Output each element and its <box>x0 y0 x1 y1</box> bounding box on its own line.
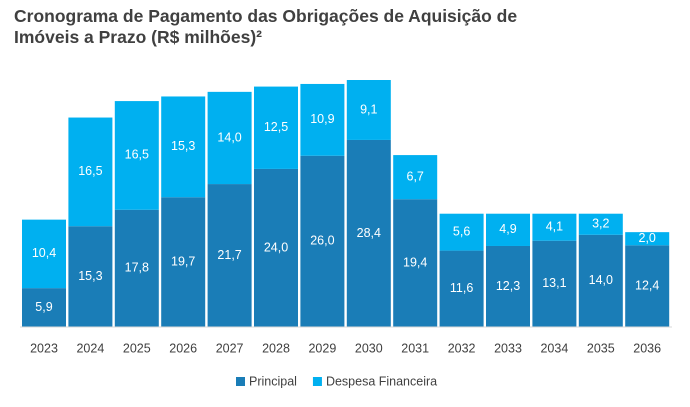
value-label: 10,4 <box>32 246 56 260</box>
x-tick-label: 2026 <box>169 341 197 355</box>
value-label: 14,0 <box>217 130 241 144</box>
x-tick-label: 2030 <box>355 341 383 355</box>
value-label: 6,7 <box>407 169 424 183</box>
value-label: 14,0 <box>589 273 613 287</box>
value-label: 10,9 <box>310 112 334 126</box>
bar-segment <box>22 219 66 289</box>
value-label: 15,3 <box>171 139 195 153</box>
x-tick-label: 2029 <box>308 341 336 355</box>
value-label: 19,7 <box>171 254 195 268</box>
bar-segment <box>486 245 530 327</box>
legend-label: Despesa Financeira <box>326 374 437 388</box>
value-label: 12,3 <box>496 279 520 293</box>
legend-marker <box>312 377 322 386</box>
bar-segment <box>486 213 530 246</box>
value-label: 4,1 <box>546 220 563 234</box>
bar-segment <box>578 213 623 235</box>
x-tick-label: 2024 <box>76 341 104 355</box>
value-label: 9,1 <box>360 102 377 116</box>
x-tick-label: 2031 <box>401 341 429 355</box>
bar-segment <box>439 213 484 251</box>
bar-segment <box>300 155 345 327</box>
bar-segment <box>439 250 484 327</box>
x-tick-label: 2032 <box>448 341 476 355</box>
value-label: 4,9 <box>499 222 516 236</box>
x-tick-label: 2036 <box>633 341 661 355</box>
bar-segment <box>114 209 159 327</box>
chart-title: Cronograma de Pagamento das Obrigações d… <box>14 6 518 47</box>
x-tick-label: 2035 <box>587 341 615 355</box>
bar-segment <box>393 199 438 327</box>
bar-segment <box>346 139 391 327</box>
x-tick-label: 2025 <box>123 341 151 355</box>
value-label: 13,1 <box>542 276 566 290</box>
bar-segment <box>346 80 391 140</box>
value-label: 15,3 <box>78 269 102 283</box>
bar-segment <box>114 101 159 210</box>
bar-segment <box>22 288 66 327</box>
value-label: 24,0 <box>264 240 288 254</box>
x-tick-label: 2028 <box>262 341 290 355</box>
value-label: 16,5 <box>125 148 149 162</box>
legend-label: Principal <box>249 374 297 388</box>
value-label: 12,5 <box>264 120 288 134</box>
value-label: 26,0 <box>310 234 334 248</box>
x-tick-label: 2034 <box>540 341 568 355</box>
value-label: 5,6 <box>453 224 470 238</box>
bar-segment <box>207 91 252 185</box>
x-tick-label: 2033 <box>494 341 522 355</box>
x-tick-label: 2023 <box>30 341 58 355</box>
bar-segment <box>578 234 623 327</box>
x-tick-label: 2027 <box>216 341 244 355</box>
bar-segment <box>68 117 113 227</box>
value-label: 16,5 <box>78 164 102 178</box>
value-label: 2,0 <box>639 231 656 245</box>
value-label: 12,4 <box>635 278 659 292</box>
bar-segment <box>207 184 252 327</box>
bar-segment <box>625 232 670 246</box>
bar-segment <box>254 86 298 169</box>
value-label: 11,6 <box>450 281 473 295</box>
value-label: 19,4 <box>403 255 427 269</box>
value-label: 28,4 <box>357 226 381 240</box>
bar-segment <box>161 96 206 198</box>
value-label: 3,2 <box>592 217 609 231</box>
bar-segment <box>532 240 577 327</box>
bar-segment <box>161 197 206 327</box>
bar-segment <box>254 168 298 327</box>
value-label: 17,8 <box>125 261 149 275</box>
bar-segment <box>393 155 438 200</box>
bar-segment <box>68 226 113 327</box>
value-label: 21,7 <box>217 248 241 262</box>
bar-segment <box>300 83 345 156</box>
bar-segment <box>532 213 577 241</box>
legend-marker <box>236 377 245 386</box>
value-label: 5,9 <box>35 300 52 314</box>
bar-segment <box>625 245 670 327</box>
